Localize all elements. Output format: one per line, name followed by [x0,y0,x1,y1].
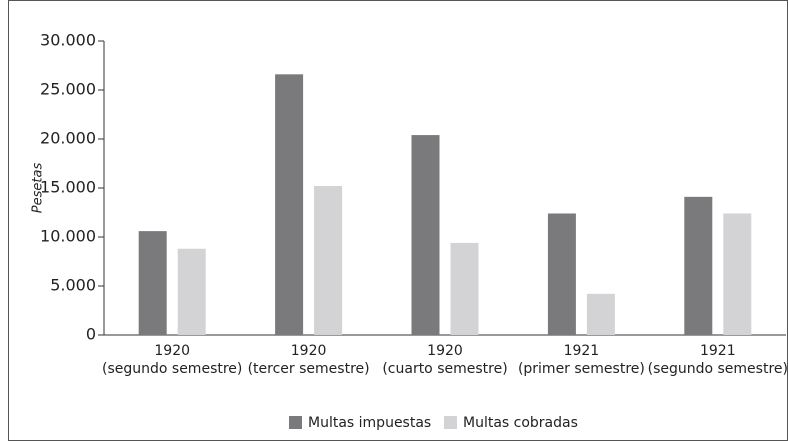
y-tick-label: 10.000 [40,227,96,246]
bar [177,248,206,335]
bar [411,135,440,335]
bar [314,186,343,335]
y-tick-label: 15.000 [40,178,96,197]
x-tick-label: (segundo semestre) [102,361,242,377]
legend-swatch [289,416,302,429]
x-tick-label: 1920 [427,343,463,359]
bar [723,213,752,335]
bar [138,231,167,335]
x-tick-label: 1920 [154,343,190,359]
x-tick-label: 1921 [564,343,600,359]
legend-label: Multas cobradas [463,415,578,431]
bar [450,242,479,335]
bar [586,293,615,335]
y-tick-label: 30.000 [40,31,96,50]
x-tick-label: (cuarto semestre) [382,361,507,377]
y-tick-label: 20.000 [40,129,96,148]
y-tick-label: 25.000 [40,80,96,99]
legend-label: Multas impuestas [308,415,431,431]
x-tick-label: 1921 [700,343,736,359]
x-tick-label: 1920 [291,343,327,359]
y-axis-label: Pesetas [31,163,46,214]
x-tick-label: (primer semestre) [518,361,645,377]
bar [547,213,576,335]
y-tick-label: 5.000 [50,276,96,295]
legend-swatch [444,416,457,429]
x-tick-label: (segundo semestre) [648,361,788,377]
bar [684,196,713,335]
x-tick-label: (tercer semestre) [248,361,370,377]
y-tick-label: 0 [86,325,96,344]
bar [275,74,304,335]
